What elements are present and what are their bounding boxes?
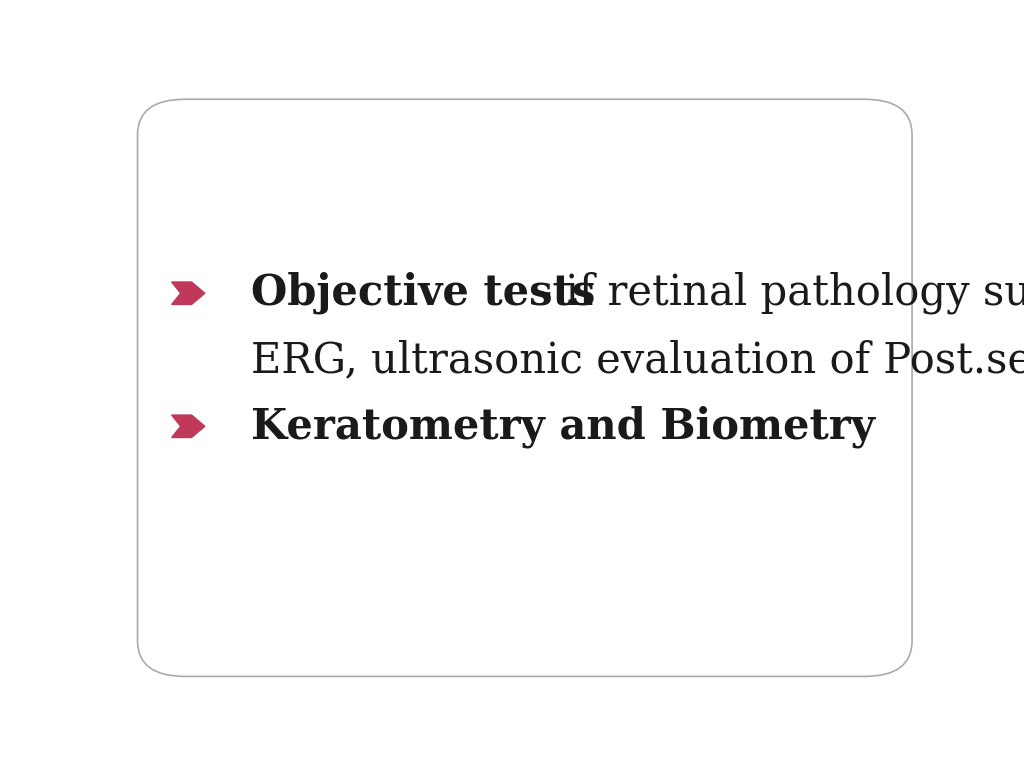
Text: ERG, ultrasonic evaluation of Post.segment of the eye: ERG, ultrasonic evaluation of Post.segme… xyxy=(251,340,1024,382)
FancyBboxPatch shape xyxy=(137,99,912,677)
Polygon shape xyxy=(172,415,205,438)
Text: – if retinal pathology suspected-EOG,: – if retinal pathology suspected-EOG, xyxy=(518,272,1024,314)
Text: Objective tests: Objective tests xyxy=(251,272,595,314)
Polygon shape xyxy=(172,282,205,304)
Text: Keratometry and Biometry: Keratometry and Biometry xyxy=(251,405,874,448)
